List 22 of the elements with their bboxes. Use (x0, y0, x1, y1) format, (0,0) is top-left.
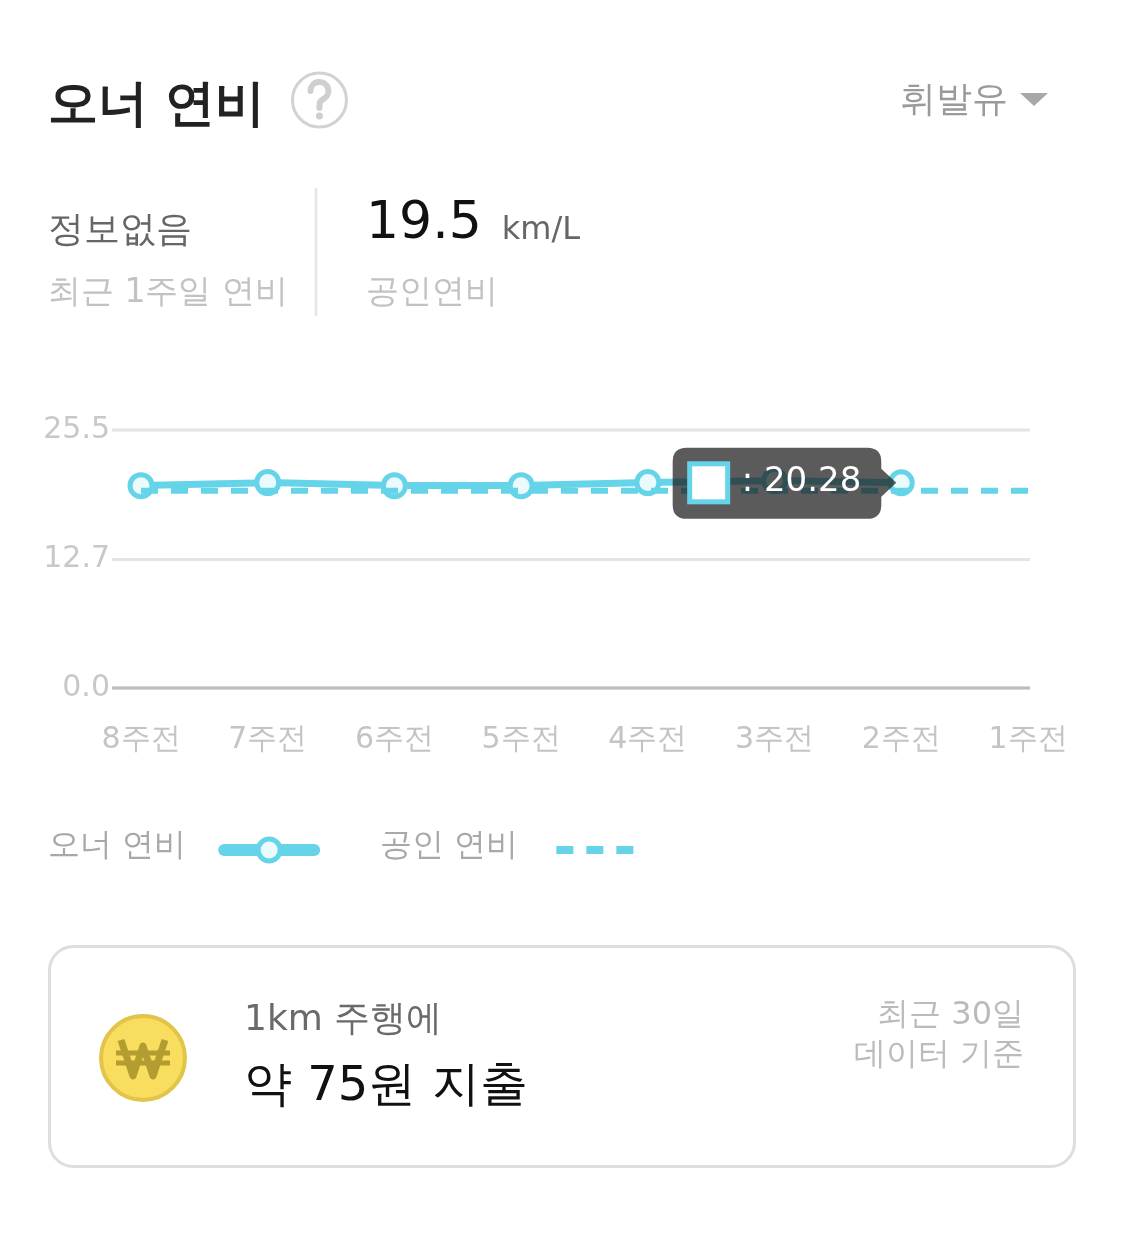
x-tick-label: 2주전 (861, 719, 941, 755)
x-tick-label: 4주전 (608, 719, 688, 755)
x-tick-label: 3주전 (735, 719, 815, 755)
x-tick-label: 8주전 (101, 719, 181, 755)
text: 약 75원 지출 (244, 1055, 528, 1111)
x-tick-label: 6주전 (354, 719, 434, 755)
text: 19.5 (366, 190, 482, 250)
text: 최근 30일 (877, 994, 1024, 1032)
text: 공인연비 (366, 270, 498, 310)
chart-title: 오너 연비 (48, 74, 266, 132)
legend-label: 오너 연비 (48, 825, 187, 863)
text: 1km 주행에 (244, 996, 443, 1038)
text: 최근 1주일 연비 (48, 270, 288, 310)
text: km/L (501, 209, 581, 247)
x-tick-label: 1주전 (988, 719, 1068, 755)
annotation: : 20.28 (741, 458, 862, 499)
text: 정보없음 (48, 207, 192, 249)
x-tick-label: 7주전 (228, 719, 308, 755)
text: 데이터 기준 (853, 1034, 1024, 1072)
x-tick-label: 5주전 (481, 719, 561, 755)
text: 휘발유 (900, 77, 1008, 119)
legend-label: 공인 연비 (380, 825, 519, 863)
